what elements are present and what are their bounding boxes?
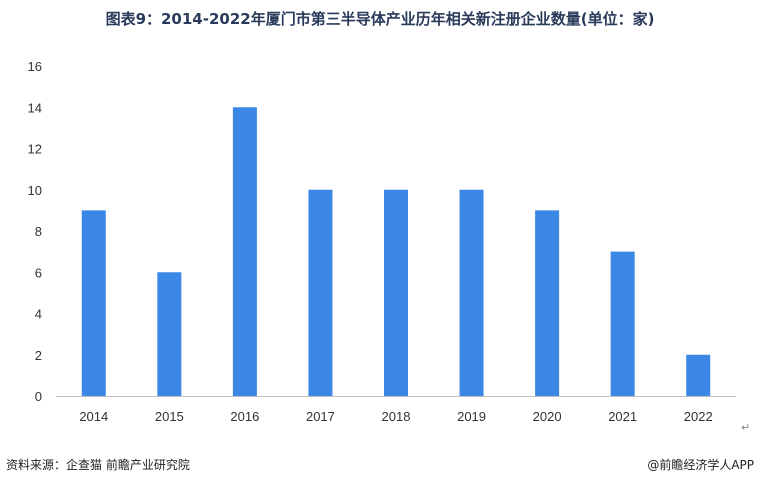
x-tick-label: 2017 [306, 409, 335, 424]
bar-2020[interactable] [535, 210, 560, 396]
x-tick-label: 2019 [457, 409, 486, 424]
y-tick-label: 8 [35, 224, 42, 239]
x-tick-label: 2018 [382, 409, 411, 424]
bar-2019[interactable] [459, 189, 484, 396]
resize-handle-icon[interactable]: ↵ [741, 421, 751, 434]
x-axis-ticks: 2014 2015 2016 2017 2018 2019 2020 2021 2022 [79, 409, 712, 424]
y-tick-label: 12 [28, 142, 42, 157]
x-tick-label: 2016 [230, 409, 259, 424]
source-note: 资料来源：企查猫 前瞻产业研究院 [6, 458, 190, 472]
y-tick-label: 2 [35, 348, 42, 363]
chart-title: 图表9：2014-2022年厦门市第三半导体产业历年相关新注册企业数量(单位：家… [105, 10, 655, 28]
x-tick-label: 2015 [155, 409, 184, 424]
bar-series [81, 107, 711, 396]
bar-2015[interactable] [157, 272, 182, 396]
y-tick-label: 4 [35, 307, 42, 322]
y-tick-label: 6 [35, 265, 42, 280]
y-axis-ticks: 0 2 4 6 8 10 12 14 16 [28, 59, 42, 404]
bar-2016[interactable] [232, 107, 257, 396]
y-tick-label: 10 [28, 183, 42, 198]
x-tick-label: 2022 [684, 409, 713, 424]
bar-2018[interactable] [384, 189, 408, 396]
x-tick-label: 2021 [608, 409, 637, 424]
bar-2014[interactable] [81, 210, 106, 396]
y-tick-label: 14 [28, 100, 42, 115]
y-tick-label: 0 [35, 389, 42, 404]
bar-2022[interactable] [686, 354, 711, 396]
bar-2021[interactable] [610, 251, 635, 396]
brand-credit: @前瞻经济学人APP [647, 458, 754, 472]
x-tick-label: 2014 [79, 409, 108, 424]
y-tick-label: 16 [28, 59, 42, 74]
bar-2017[interactable] [308, 189, 333, 396]
x-tick-label: 2020 [533, 409, 562, 424]
